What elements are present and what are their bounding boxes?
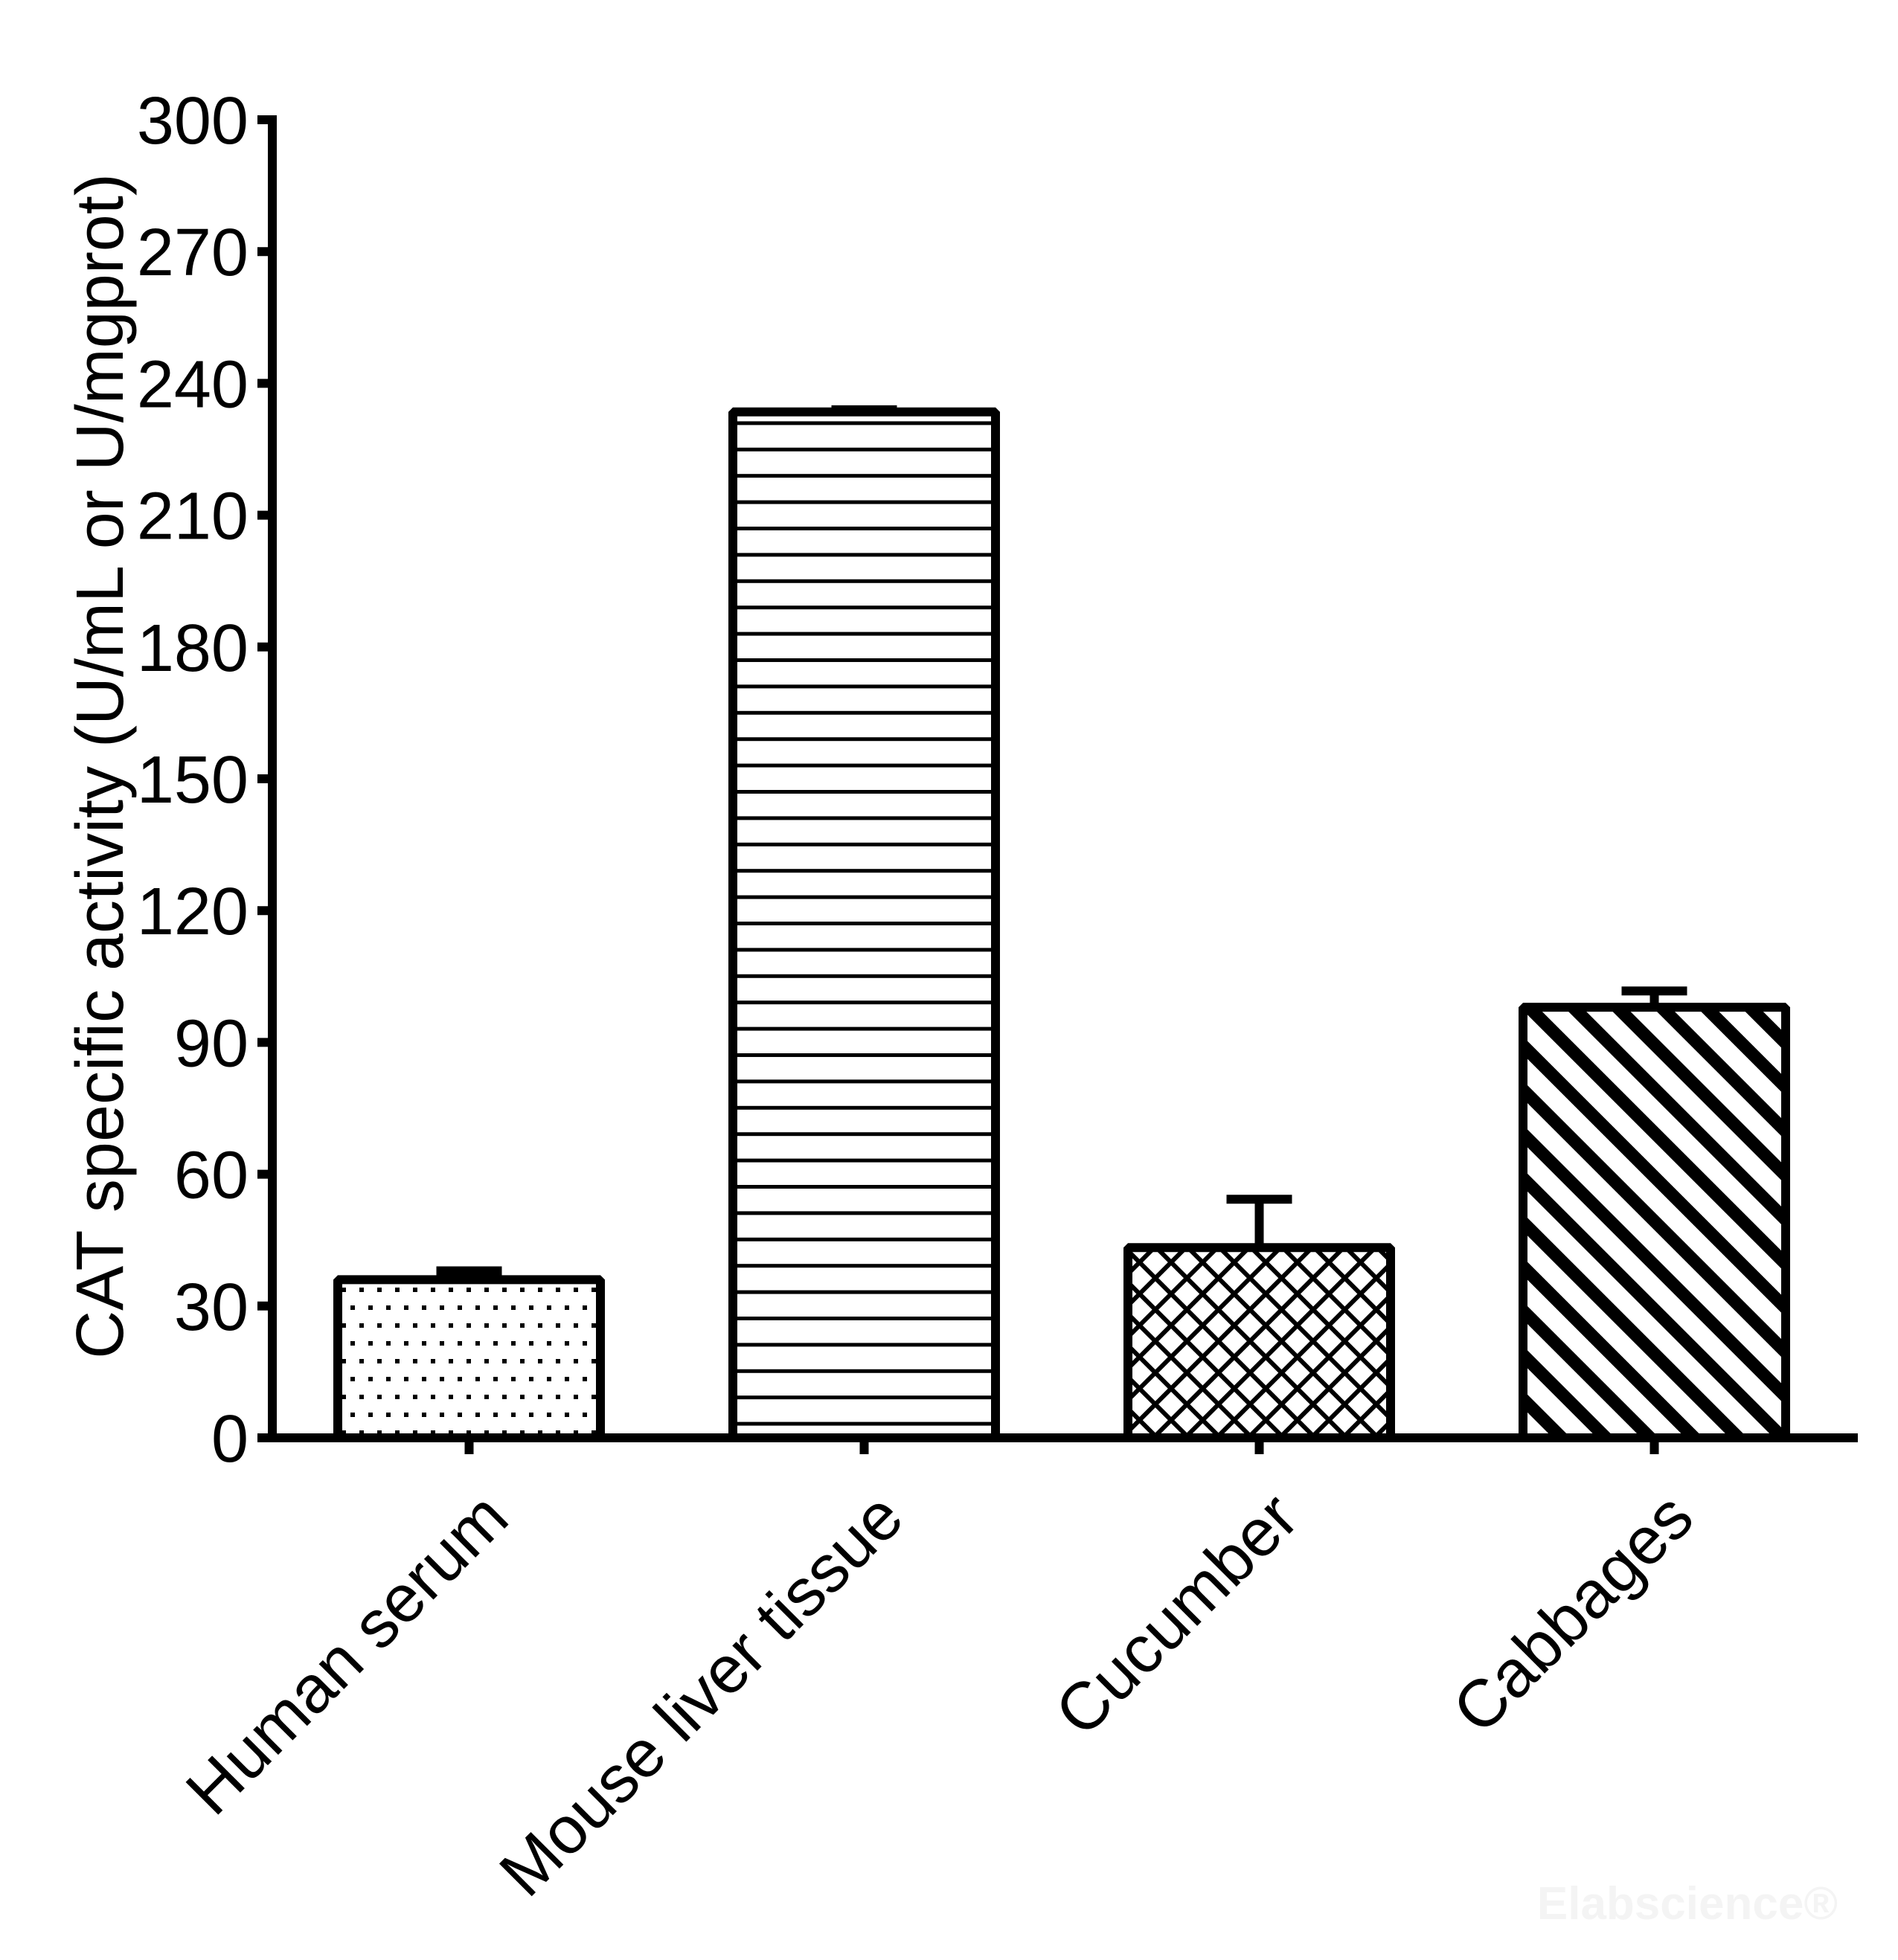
- watermark: Elabscience®: [1537, 1878, 1838, 1930]
- y-tick-label: 210: [137, 480, 249, 554]
- bar-cabbages: [1519, 986, 1790, 1442]
- bar-cucumber: [1123, 1195, 1395, 1442]
- y-tick-label: 270: [137, 216, 249, 290]
- x-category-label: Cabbages: [1439, 1479, 1708, 1748]
- y-tick-label: 120: [137, 875, 249, 949]
- bar-pattern: [338, 1279, 600, 1438]
- bar-outline: [1519, 1003, 1790, 1442]
- y-tick-label: 0: [211, 1402, 249, 1477]
- x-category-label: Human serum: [173, 1479, 522, 1829]
- y-axis-title-group: CAT specific activity (U/mL or U/mgprot): [63, 173, 138, 1359]
- bar-mouse-liver-tissue: [728, 405, 1000, 1442]
- bars: [333, 405, 1790, 1442]
- y-tick-label: 30: [174, 1270, 249, 1345]
- bar-outline: [728, 407, 1000, 1442]
- y-tick-label: 60: [174, 1139, 249, 1213]
- y-tick-label: 150: [137, 743, 249, 817]
- bar-pattern: [1128, 1247, 1391, 1438]
- bar-outline: [333, 1275, 605, 1442]
- y-tick-label: 300: [137, 84, 249, 158]
- y-axis: 0 30 60 90 120 150 180 210 240 270 300: [137, 84, 277, 1477]
- bar-human-serum: [333, 1266, 605, 1442]
- bar-pattern: [733, 411, 996, 1438]
- bar-outline: [1123, 1243, 1395, 1442]
- y-tick-label: 180: [137, 611, 249, 686]
- y-tick-label: 90: [174, 1006, 249, 1081]
- y-tick-label: 240: [137, 347, 249, 422]
- bar-pattern: [1523, 1007, 1786, 1438]
- x-category-label: Cucumber: [1042, 1479, 1312, 1750]
- y-axis-title: CAT specific activity (U/mL or U/mgprot): [63, 173, 138, 1359]
- x-category-label: Mouse liver tissue: [486, 1479, 917, 1911]
